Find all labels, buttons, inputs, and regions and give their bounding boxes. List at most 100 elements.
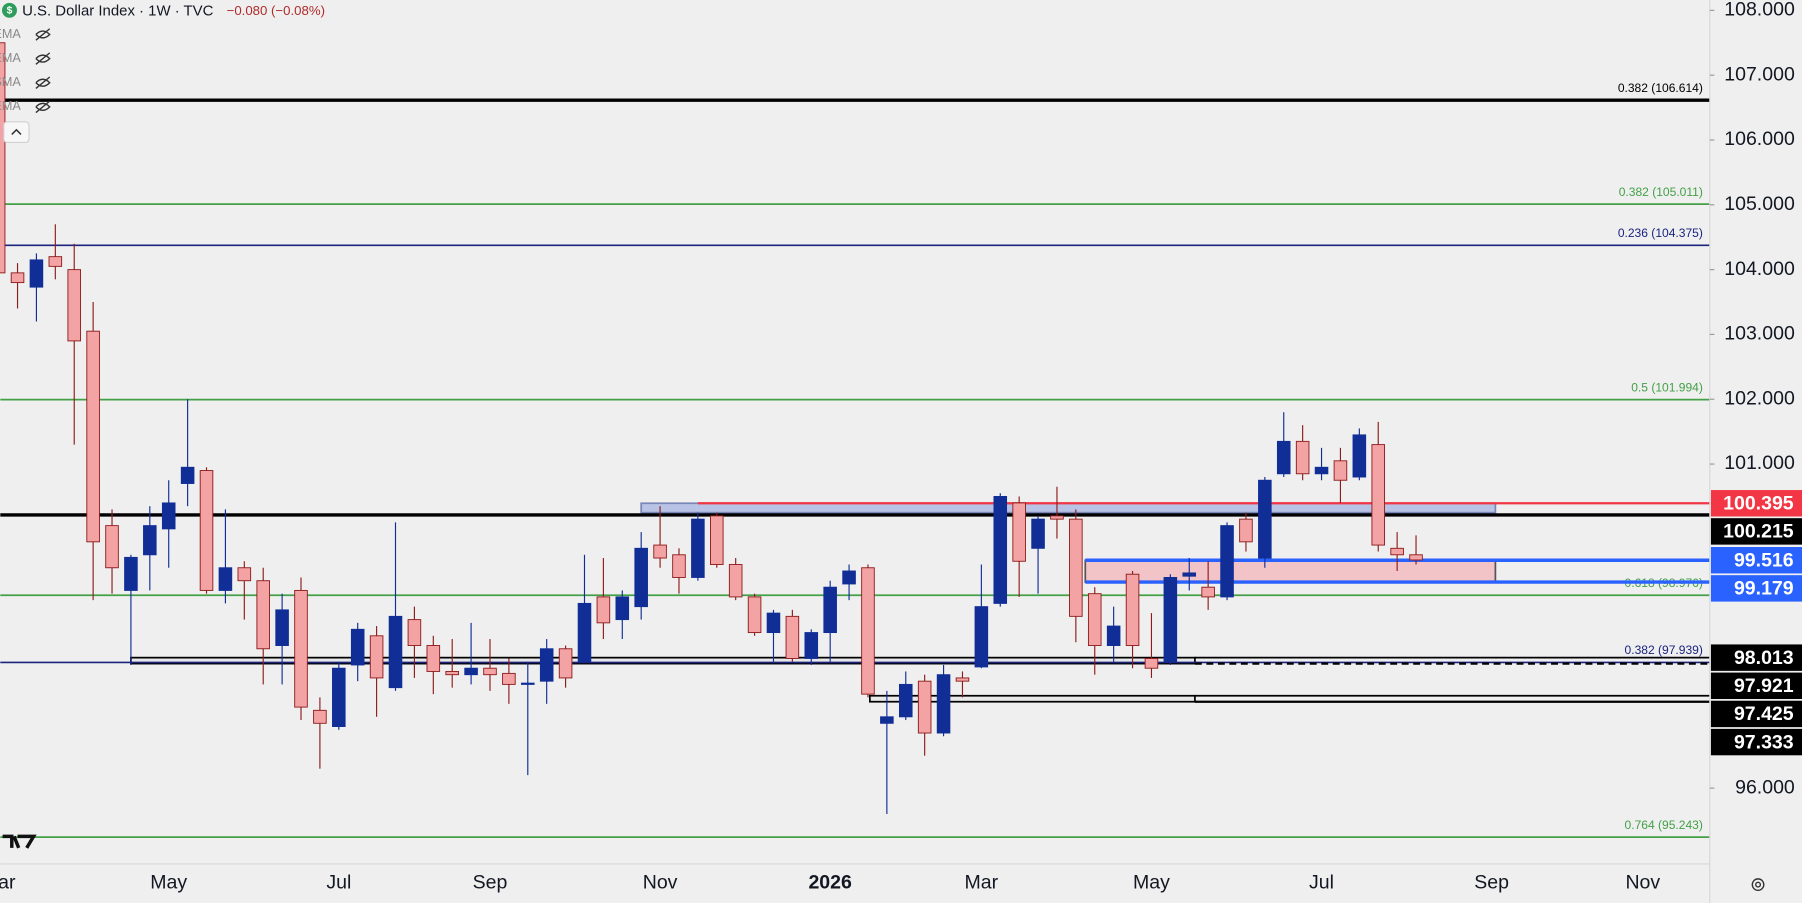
settings-icon[interactable] (1751, 878, 1765, 892)
y-tick-label: 107.000 (1724, 63, 1795, 85)
candle-body (1125, 573, 1140, 646)
candle-body (1163, 577, 1178, 663)
logo (2, 834, 37, 849)
y-tick-label: 102.000 (1724, 387, 1795, 409)
price-label-box (1710, 728, 1802, 756)
x-tick-label: Mar (965, 872, 999, 894)
y-tick-label: 108.000 (1724, 0, 1795, 21)
price-label: 100.395 (1723, 493, 1794, 515)
y-tick-label: 105.000 (1724, 193, 1795, 215)
x-tick-label: Nov (643, 872, 678, 894)
candle-body (426, 645, 441, 672)
candle-body (993, 495, 1008, 604)
collapse-icon (11, 128, 22, 135)
zone (1084, 559, 1497, 583)
candle-body (955, 677, 970, 682)
candle-body (218, 567, 233, 591)
candle-body (332, 667, 346, 727)
candle-body (521, 682, 535, 685)
visibility-icon (35, 100, 51, 114)
y-tick-label: 96.000 (1735, 776, 1795, 798)
candle-body (1295, 440, 1310, 475)
candle-body (1258, 479, 1272, 559)
candle-body (1333, 460, 1348, 481)
visibility-icon (35, 28, 51, 41)
candle-body (936, 674, 951, 734)
price-label-box (1710, 575, 1802, 602)
candle-body (615, 596, 630, 621)
price-label-box (1710, 672, 1802, 700)
candle-body (842, 570, 856, 585)
candle-body (691, 518, 705, 578)
candle-body (199, 470, 214, 591)
candle-body (369, 635, 384, 679)
candle-body (1050, 515, 1064, 520)
price-label-box (1710, 700, 1802, 728)
visibility-icon (35, 76, 51, 89)
candle-body (1390, 547, 1404, 556)
fib-level-label: 0.382 (106.614) (1618, 81, 1703, 95)
chart-title: U.S. Dollar Index · 1W · TVC (22, 2, 213, 19)
candle-body (1087, 593, 1102, 646)
candle-body (124, 556, 138, 591)
fib-level-label: 0.764 (95.243) (1625, 818, 1703, 832)
indicator-label: SMA (0, 75, 21, 89)
candle-body (1069, 518, 1083, 617)
zone (868, 694, 1196, 703)
x-tick-label: Sep (473, 872, 508, 894)
candle-body (577, 602, 592, 663)
candle-body (161, 502, 176, 530)
x-tick-label: May (1133, 872, 1170, 894)
candle-body (1106, 625, 1121, 646)
price-label-box (1710, 547, 1802, 574)
candle-body (861, 567, 875, 695)
candle-body (1276, 440, 1291, 475)
candle-body (596, 596, 611, 624)
candle-body (407, 619, 422, 646)
candle-body (445, 670, 459, 676)
candle-body (256, 580, 270, 650)
y-tick-label: 103.000 (1724, 323, 1795, 345)
price-label: 97.921 (1734, 675, 1794, 697)
candle-body (48, 256, 63, 267)
candle-body (1371, 444, 1386, 546)
candle-body (294, 589, 308, 708)
fib-level-label: 0.382 (97.939) (1625, 643, 1703, 657)
candle-body (237, 567, 252, 582)
candle-body (29, 259, 44, 288)
candle-body (974, 606, 989, 668)
candle-body (67, 269, 82, 342)
candle-body (710, 515, 724, 565)
candle-body (105, 525, 119, 569)
x-tick-label: Sep (1474, 872, 1509, 894)
price-label: 98.013 (1734, 647, 1794, 669)
candle-body (1352, 434, 1367, 478)
candle-body (350, 628, 365, 666)
price-label: 99.516 (1734, 550, 1794, 572)
candle-body (672, 554, 686, 578)
candle-body (880, 716, 894, 724)
candle-body (1201, 586, 1215, 598)
x-tick-label: May (150, 872, 187, 894)
candle-body (823, 586, 837, 634)
candle-body (0, 42, 6, 274)
symbol-icon-glyph: $ (7, 6, 13, 17)
candle-body (275, 609, 289, 646)
visibility-icon (35, 52, 51, 65)
y-tick-label: 106.000 (1724, 128, 1795, 150)
collapse-button[interactable] (3, 121, 30, 144)
price-label: 97.425 (1734, 703, 1794, 725)
indicator-label: EMA (0, 51, 21, 65)
candle-body (1031, 518, 1045, 549)
candle-body (1409, 554, 1423, 561)
x-tick-label: 2026 (808, 872, 852, 894)
candle-body (483, 667, 497, 676)
candle-body (747, 596, 762, 634)
candle-body (558, 648, 573, 679)
candle-body (539, 648, 554, 682)
x-tick-label: Jul (326, 872, 351, 894)
candle-body (1144, 658, 1159, 669)
